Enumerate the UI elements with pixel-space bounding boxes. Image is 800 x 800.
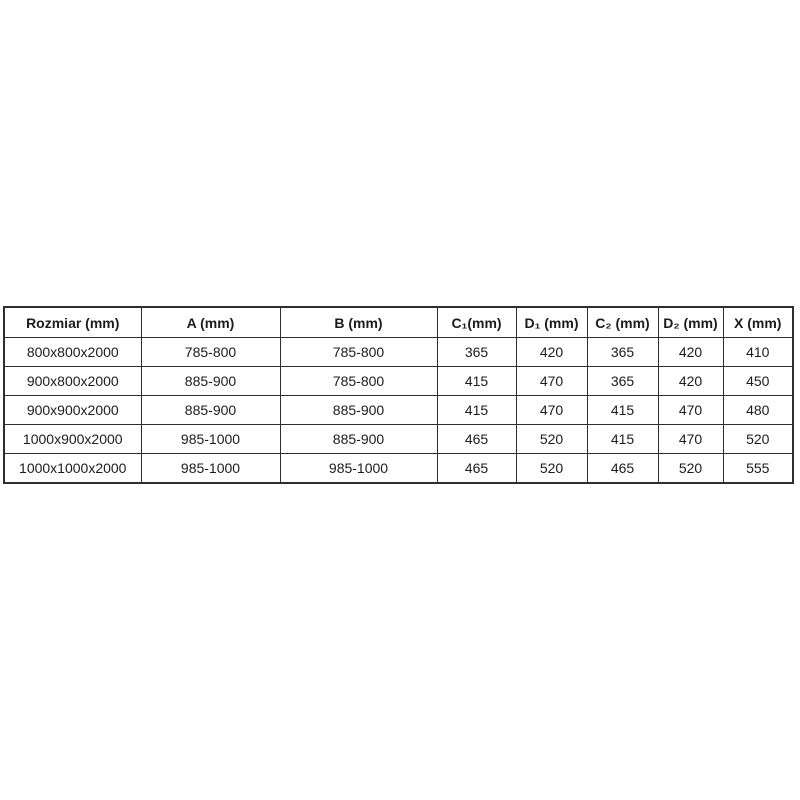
column-header-rozmiar: Rozmiar (mm) [3,306,142,338]
table-cell: 785-800 [279,337,438,367]
table-cell: 985-1000 [140,453,281,484]
table-cell: 1000x900x2000 [3,424,142,454]
table-cell: 420 [657,337,724,367]
header-row: Rozmiar (mm) A (mm) B (mm) C₁(mm) D₁ (mm… [3,306,794,338]
table-cell: 415 [436,366,517,396]
table-cell: 420 [657,366,724,396]
table-cell: 450 [722,366,794,396]
table-row: 1000x1000x2000 985-1000 985-1000 465 520… [3,453,794,484]
table-cell: 365 [586,337,659,367]
table-cell: 900x800x2000 [3,366,142,396]
table-cell: 520 [657,453,724,484]
table-cell: 410 [722,337,794,367]
table-cell: 470 [657,424,724,454]
table-cell: 885-900 [140,366,281,396]
table-cell: 420 [515,337,588,367]
table-cell: 885-900 [140,395,281,425]
table-cell: 785-800 [140,337,281,367]
column-header-d2: D₂ (mm) [657,306,724,338]
table-cell: 465 [436,453,517,484]
table-cell: 415 [436,395,517,425]
table-cell: 885-900 [279,395,438,425]
column-header-c2: C₂ (mm) [586,306,659,338]
table-cell: 465 [436,424,517,454]
column-header-c1: C₁(mm) [436,306,517,338]
table-row: 900x800x2000 885-900 785-800 415 470 365… [3,366,794,396]
dimensions-table: Rozmiar (mm) A (mm) B (mm) C₁(mm) D₁ (mm… [3,306,794,484]
table-cell: 900x900x2000 [3,395,142,425]
table-cell: 1000x1000x2000 [3,453,142,484]
table-row: 1000x900x2000 985-1000 885-900 465 520 4… [3,424,794,454]
table-cell: 415 [586,424,659,454]
table-cell: 555 [722,453,794,484]
table-cell: 365 [436,337,517,367]
table-cell: 520 [515,424,588,454]
table-cell: 480 [722,395,794,425]
table-cell: 985-1000 [279,453,438,484]
table-cell: 985-1000 [140,424,281,454]
column-header-x: X (mm) [722,306,794,338]
table-cell: 470 [657,395,724,425]
table-row: 900x900x2000 885-900 885-900 415 470 415… [3,395,794,425]
table-cell: 470 [515,366,588,396]
column-header-d1: D₁ (mm) [515,306,588,338]
table-cell: 785-800 [279,366,438,396]
dimensions-table-container: Rozmiar (mm) A (mm) B (mm) C₁(mm) D₁ (mm… [3,306,794,484]
table-cell: 520 [515,453,588,484]
column-header-b: B (mm) [279,306,438,338]
table-cell: 800x800x2000 [3,337,142,367]
table-cell: 465 [586,453,659,484]
table-row: 800x800x2000 785-800 785-800 365 420 365… [3,337,794,367]
table-cell: 520 [722,424,794,454]
table-cell: 415 [586,395,659,425]
table-cell: 885-900 [279,424,438,454]
table-cell: 365 [586,366,659,396]
column-header-a: A (mm) [140,306,281,338]
table-cell: 470 [515,395,588,425]
